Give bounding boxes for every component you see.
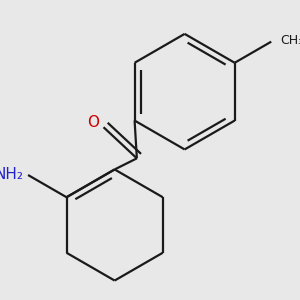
- Text: CH₃: CH₃: [280, 34, 300, 47]
- Text: NH₂: NH₂: [0, 167, 24, 182]
- Text: O: O: [88, 115, 100, 130]
